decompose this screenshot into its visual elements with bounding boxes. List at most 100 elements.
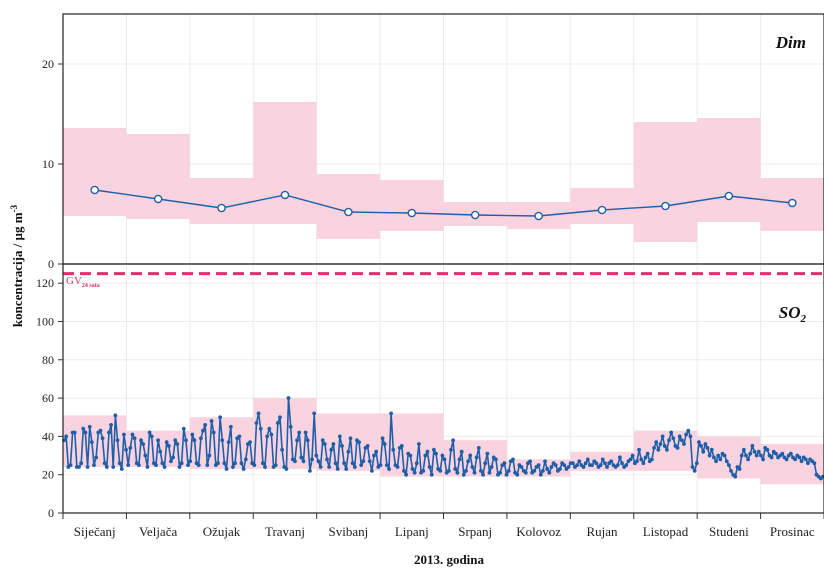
so2-data-point: [184, 438, 188, 443]
so2-data-point: [538, 472, 543, 477]
so2-data-point: [750, 444, 755, 448]
so2-y-tick-label: 60: [42, 391, 54, 405]
so2-data-point: [479, 468, 483, 473]
so2-data-point: [149, 434, 154, 439]
so2-data-point: [502, 461, 507, 466]
so2-data-point: [357, 440, 361, 445]
so2-data-point: [130, 432, 135, 437]
so2-data-point: [102, 461, 107, 466]
so2-data-point: [205, 463, 210, 468]
so2-data-point: [498, 470, 503, 475]
so2-data-point: [312, 411, 317, 416]
so2-data-point: [104, 465, 109, 469]
so2-data-point: [752, 449, 757, 454]
x-tick-label: Siječanj: [74, 524, 116, 539]
so2-data-point: [201, 428, 205, 433]
x-tick-label: Kolovoz: [516, 524, 561, 539]
so2-data-point: [126, 463, 131, 468]
dim-band: [126, 134, 190, 219]
so2-data-point: [117, 461, 122, 466]
so2-data-point: [472, 470, 477, 475]
so2-data-point: [536, 463, 541, 468]
so2-data-point: [316, 459, 321, 464]
so2-data-point: [220, 438, 225, 443]
so2-data-point: [686, 428, 691, 433]
so2-data-point: [288, 424, 293, 429]
so2-data-point: [434, 451, 438, 456]
so2-data-point: [295, 438, 299, 443]
so2-data-point: [684, 432, 689, 437]
so2-data-point: [688, 434, 693, 439]
so2-data-point: [327, 465, 332, 469]
so2-data-point: [528, 459, 532, 464]
so2-data-point: [143, 453, 148, 458]
dim-data-point: [407, 208, 417, 218]
so2-data-point: [429, 472, 434, 477]
so2-data-point: [297, 430, 302, 435]
so2-data-point: [147, 430, 152, 435]
so2-data-point: [662, 444, 667, 448]
so2-data-point: [575, 463, 580, 468]
y-axis-title: koncentracija / µg m-3: [9, 204, 25, 327]
so2-data-point: [333, 461, 338, 466]
so2-data-point: [369, 468, 374, 473]
so2-data-point: [620, 461, 624, 466]
x-tick-label: Lipanj: [395, 524, 429, 539]
dim-data-point: [90, 185, 100, 195]
so2-data-point: [726, 463, 731, 468]
so2-data-point: [645, 451, 650, 456]
so2-data-point: [724, 459, 729, 464]
so2-data-point: [628, 457, 633, 462]
so2-data-point: [694, 461, 699, 466]
so2-data-point: [440, 453, 445, 458]
so2-data-point: [92, 463, 96, 468]
so2-data-point: [372, 453, 376, 458]
so2-data-point: [466, 459, 470, 464]
so2-data-point: [549, 465, 554, 469]
so2-data-point: [162, 465, 167, 469]
so2-data-point: [301, 459, 306, 464]
gv-label: GV24 sata: [66, 275, 100, 289]
so2-data-point: [267, 426, 272, 431]
so2-data-point: [173, 438, 178, 443]
so2-data-point: [278, 415, 282, 420]
so2-data-point: [98, 428, 103, 433]
so2-data-point: [68, 463, 73, 468]
so2-data-point: [367, 459, 372, 464]
so2-data-point: [421, 468, 426, 473]
so2-data-point: [803, 457, 808, 462]
dim-data-point: [597, 205, 607, 215]
y-axis-title-exponent: -3: [9, 204, 19, 212]
so2-data-point: [408, 453, 413, 458]
so2-data-point: [615, 463, 620, 468]
x-tick-label: Svibanj: [329, 524, 369, 539]
so2-data-point: [293, 459, 297, 464]
dim-data-point: [534, 211, 543, 221]
so2-data-point: [468, 453, 473, 458]
so2-data-point: [682, 442, 686, 446]
so2-data-point: [122, 432, 126, 437]
so2-data-point: [412, 470, 417, 475]
so2-data-point: [523, 470, 528, 475]
so2-data-point: [652, 445, 656, 450]
so2-data-point: [671, 436, 676, 441]
so2-data-point: [741, 447, 746, 452]
so2-data-point: [158, 449, 163, 454]
x-tick-label: Studeni: [709, 524, 749, 539]
so2-data-point: [233, 461, 237, 466]
x-tick-label: Veljača: [139, 524, 177, 539]
so2-data-point: [331, 442, 336, 446]
so2-data-point: [438, 468, 443, 473]
so2-data-point: [248, 440, 252, 445]
so2-data-point: [562, 463, 567, 468]
dim-y-tick-label: 20: [42, 57, 54, 71]
dim-band: [253, 102, 317, 224]
so2-data-point: [344, 467, 349, 471]
so2-data-point: [788, 451, 793, 456]
so2-data-point: [361, 459, 366, 464]
so2-data-point: [263, 465, 267, 469]
so2-data-point: [624, 463, 629, 468]
so2-data-point: [643, 455, 648, 460]
gv-label-subscript: 24 sata: [82, 283, 100, 289]
so2-data-point: [198, 436, 203, 441]
